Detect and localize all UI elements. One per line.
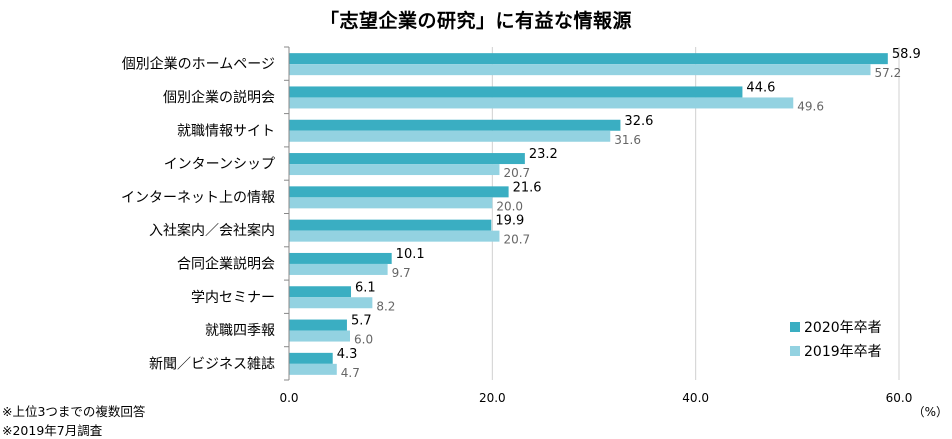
value-label-2019: 6.0 <box>354 333 373 347</box>
category-label: 個別企業のホームページ <box>122 56 275 73</box>
value-label-2020: 58.9 <box>892 47 921 62</box>
category-label: 学内セミナー <box>191 290 275 306</box>
value-label-2019: 8.2 <box>376 299 395 313</box>
value-label-2019: 20.0 <box>496 199 523 213</box>
category-label: インターネット上の情報 <box>121 190 275 206</box>
bar-2019 <box>289 64 871 76</box>
bar-2019 <box>289 230 500 242</box>
value-label-2019: 20.7 <box>503 233 530 247</box>
bars <box>289 53 888 375</box>
legend-swatch-2019 <box>790 346 800 356</box>
bar-2019 <box>289 164 500 176</box>
value-label-2019: 49.6 <box>797 99 824 113</box>
bar-2020 <box>289 186 509 198</box>
value-label-2019: 9.7 <box>392 266 411 280</box>
value-label-2020: 44.6 <box>746 80 775 95</box>
value-label-2020: 5.7 <box>351 314 372 329</box>
value-label-2020: 4.3 <box>337 347 358 362</box>
legend: 2020年卒者 2019年卒者 <box>790 320 882 360</box>
chart-title: 「志望企業の研究」に有益な情報源 <box>319 10 632 32</box>
category-label: 新聞／ビジネス雑誌 <box>149 356 275 372</box>
category-label: 合同企業説明会 <box>177 255 275 272</box>
bar-2020 <box>289 219 492 231</box>
bar-2019 <box>289 97 794 109</box>
bar-2019 <box>289 130 611 142</box>
bar-2019 <box>289 197 493 209</box>
x-tick-label: 20.0 <box>479 391 506 405</box>
value-label-2019: 4.7 <box>341 366 360 380</box>
bar-2020 <box>289 53 888 65</box>
value-label-2020: 23.2 <box>529 147 558 162</box>
value-label-2019: 31.6 <box>614 133 641 147</box>
bar-2020 <box>289 153 525 165</box>
bar-2019 <box>289 363 337 375</box>
bar-2020 <box>289 86 743 98</box>
value-label-2020: 6.1 <box>355 280 376 295</box>
legend-swatch-2020 <box>790 322 800 332</box>
value-label-2020: 19.9 <box>495 214 524 229</box>
value-label-2019: 20.7 <box>503 166 530 180</box>
bar-2020 <box>289 352 333 364</box>
category-label: 入社案内／会社案内 <box>149 222 275 239</box>
bar-2020 <box>289 252 392 264</box>
bar-2019 <box>289 263 388 275</box>
value-label-2020: 10.1 <box>396 247 425 262</box>
legend-label-2019: 2019年卒者 <box>804 344 882 360</box>
x-tick-label: 0.0 <box>279 391 298 405</box>
labels: 0.0 20.0 40.0 60.0（%） 個別企業のホームページ個別企業の説明会就職情… <box>121 47 948 419</box>
footnote-1: ※上位3つまでの複数回答 <box>2 404 146 419</box>
bar-2020 <box>289 319 347 331</box>
value-label-2019: 57.2 <box>875 66 902 80</box>
bar-2019 <box>289 297 373 309</box>
category-label: 個別企業の説明会 <box>163 89 275 106</box>
category-label: インターンシップ <box>164 157 275 173</box>
bar-2019 <box>289 330 350 342</box>
category-label: 就職情報サイト <box>177 123 275 139</box>
bar-2020 <box>289 119 621 131</box>
x-unit-label: （%） <box>913 405 948 419</box>
value-label-2020: 21.6 <box>513 180 542 195</box>
legend-label-2020: 2020年卒者 <box>804 320 882 336</box>
axes <box>284 46 290 381</box>
footnote-2: ※2019年7月調査 <box>2 423 103 438</box>
value-label-2020: 32.6 <box>624 114 653 129</box>
category-label: 就職四季報 <box>205 323 275 339</box>
bar-2020 <box>289 286 352 298</box>
x-tick-label: 40.0 <box>682 391 709 405</box>
x-tick-label: 60.0 <box>886 391 913 405</box>
